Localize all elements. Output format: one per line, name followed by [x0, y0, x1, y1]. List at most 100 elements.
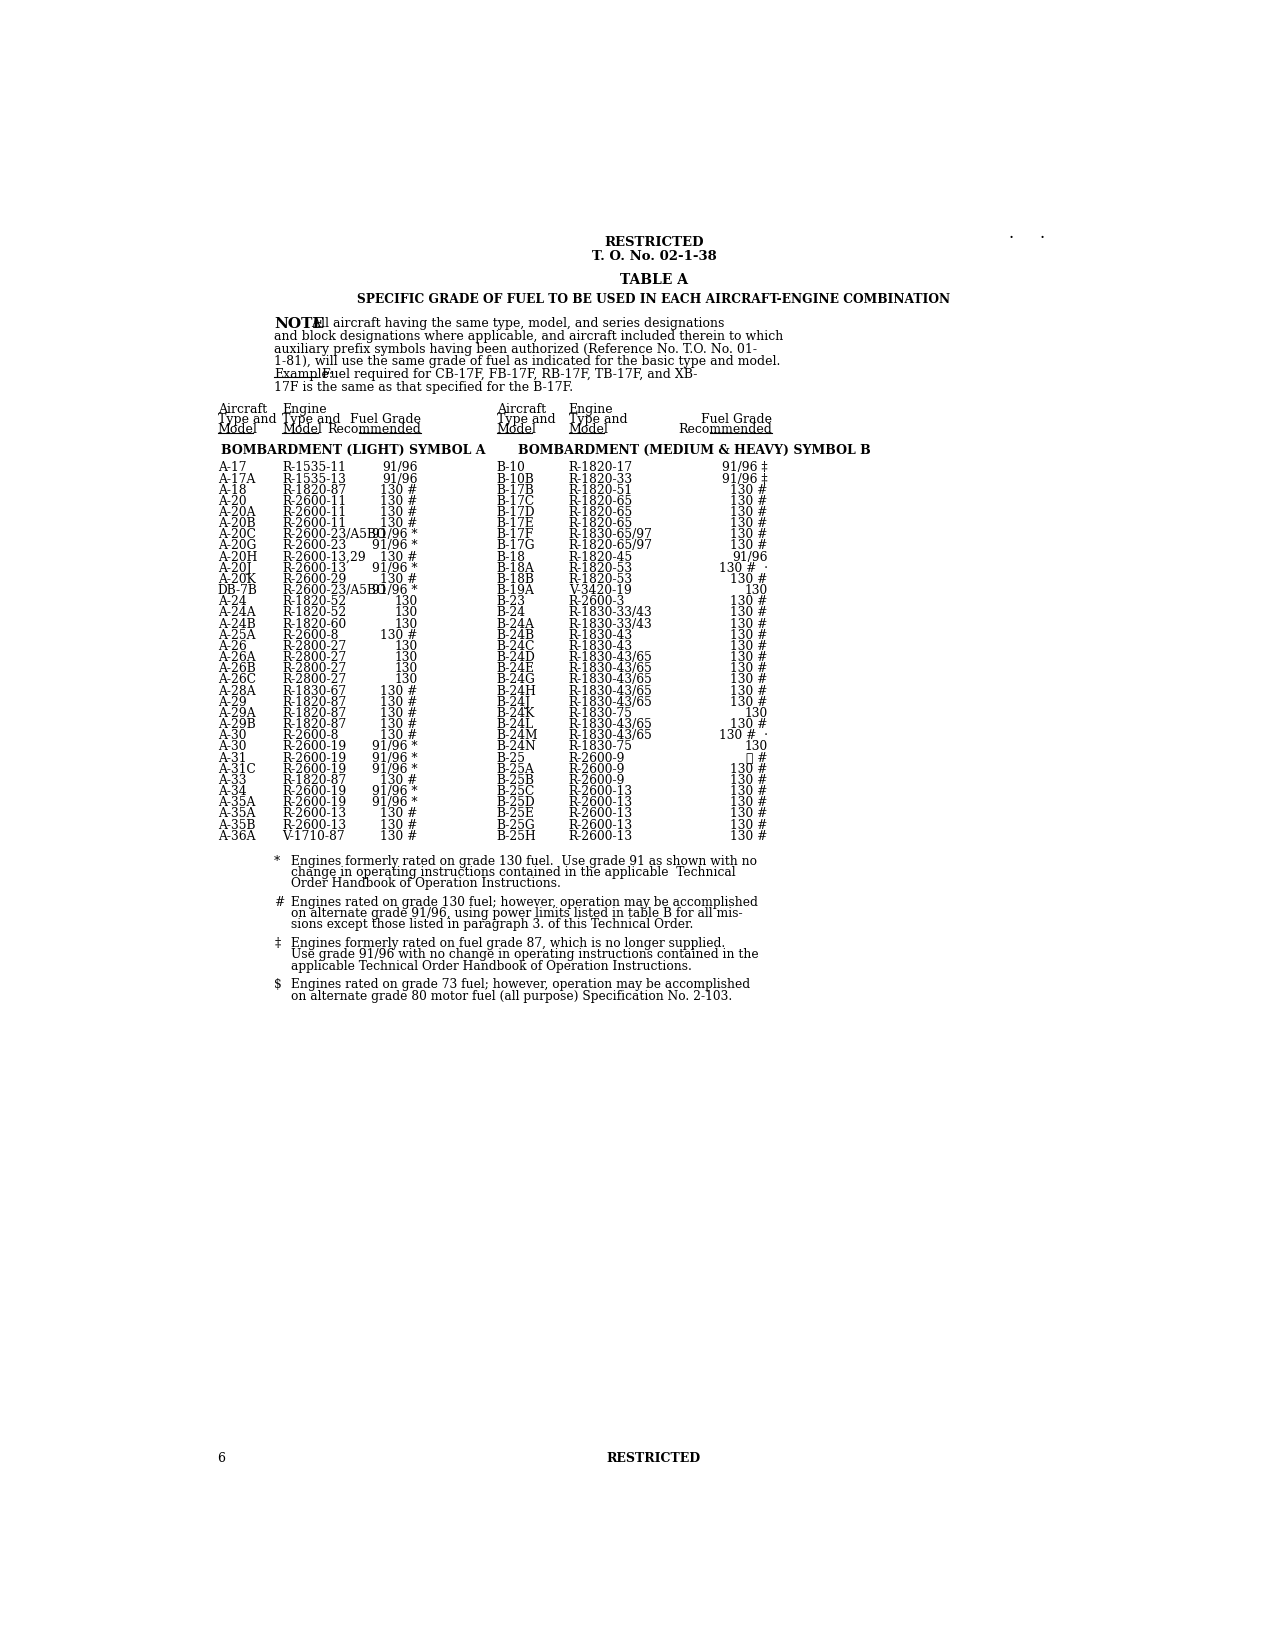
Text: R-1830-33/43: R-1830-33/43 — [569, 607, 652, 619]
Text: B-25G: B-25G — [496, 818, 536, 832]
Text: Type and: Type and — [569, 412, 628, 426]
Text: Model: Model — [218, 422, 258, 436]
Text: ‡: ‡ — [274, 937, 281, 950]
Text: R-1820-87: R-1820-87 — [282, 483, 346, 497]
Text: A-18: A-18 — [218, 483, 246, 497]
Text: 130 #: 130 # — [730, 528, 768, 541]
Text: Recommended: Recommended — [678, 422, 772, 436]
Text: B-10B: B-10B — [496, 472, 535, 485]
Text: TABLE A: TABLE A — [620, 274, 688, 287]
Text: Engines rated on grade 130 fuel; however, operation may be accomplished: Engines rated on grade 130 fuel; however… — [291, 896, 758, 909]
Text: R-1820-53: R-1820-53 — [569, 561, 633, 574]
Text: A-29A: A-29A — [218, 706, 255, 719]
Text: R-1830-43/65: R-1830-43/65 — [569, 652, 652, 665]
Text: 130 #: 130 # — [380, 706, 417, 719]
Text: R-2600-19: R-2600-19 — [282, 762, 346, 776]
Text: 130: 130 — [745, 741, 768, 754]
Text: R-1830-43: R-1830-43 — [569, 640, 633, 653]
Text: B-25D: B-25D — [496, 797, 536, 808]
Text: Model: Model — [569, 422, 609, 436]
Text: 130 #: 130 # — [730, 495, 768, 508]
Text: Aircraft: Aircraft — [496, 403, 546, 416]
Text: R-1820-65/97: R-1820-65/97 — [569, 540, 653, 553]
Text: 130 #: 130 # — [730, 617, 768, 630]
Text: 17F is the same as that specified for the B-17F.: 17F is the same as that specified for th… — [274, 381, 573, 394]
Text: B-24H: B-24H — [496, 685, 536, 698]
Text: R-2600-23: R-2600-23 — [282, 540, 346, 553]
Text: B-17D: B-17D — [496, 507, 535, 520]
Text: 130: 130 — [745, 584, 768, 597]
Text: A-20: A-20 — [218, 495, 246, 508]
Text: A-20A: A-20A — [218, 507, 255, 520]
Text: R-2600-29: R-2600-29 — [282, 573, 346, 586]
Text: Type and: Type and — [282, 412, 341, 426]
Text: R-1830-43/65: R-1830-43/65 — [569, 673, 652, 686]
Text: 130 #: 130 # — [380, 685, 417, 698]
Text: R-1820-87: R-1820-87 — [282, 706, 346, 719]
Text: Engines formerly rated on grade 130 fuel.  Use grade 91 as shown with no: Engines formerly rated on grade 130 fuel… — [291, 855, 757, 868]
Text: 130: 130 — [745, 706, 768, 719]
Text: A-35A: A-35A — [218, 797, 255, 808]
Text: A-26A: A-26A — [218, 652, 255, 665]
Text: 91/96 *: 91/96 * — [371, 752, 417, 764]
Text: 130 #: 130 # — [380, 696, 417, 710]
Text: B-17E: B-17E — [496, 516, 535, 530]
Text: ·: · — [1008, 231, 1013, 248]
Text: R-2600-8: R-2600-8 — [282, 729, 338, 742]
Text: Use grade 91/96 with no change in operating instructions contained in the: Use grade 91/96 with no change in operat… — [291, 949, 759, 962]
Text: R-2600-11: R-2600-11 — [282, 516, 346, 530]
Text: A-20B: A-20B — [218, 516, 255, 530]
Text: B-24A: B-24A — [496, 617, 535, 630]
Text: 130 #: 130 # — [730, 629, 768, 642]
Text: R-1830-43/65: R-1830-43/65 — [569, 729, 652, 742]
Text: auxiliary prefix symbols having been authorized (Reference No. T.O. No. 01-: auxiliary prefix symbols having been aut… — [274, 343, 757, 356]
Text: Aircraft: Aircraft — [218, 403, 267, 416]
Text: A-30: A-30 — [218, 729, 246, 742]
Text: R-1830-43/65: R-1830-43/65 — [569, 662, 652, 675]
Text: Engine: Engine — [282, 403, 327, 416]
Text: A-35A: A-35A — [218, 807, 255, 820]
Text: A-31C: A-31C — [218, 762, 255, 776]
Text: 130 #: 130 # — [380, 573, 417, 586]
Text: A-20K: A-20K — [218, 573, 255, 586]
Text: V-3420-19: V-3420-19 — [569, 584, 632, 597]
Text: on alternate grade 80 motor fuel (all purpose) Specification No. 2-103.: on alternate grade 80 motor fuel (all pu… — [291, 990, 732, 1003]
Text: 130 #: 130 # — [730, 818, 768, 832]
Text: 130 #: 130 # — [380, 495, 417, 508]
Text: B-25: B-25 — [496, 752, 526, 764]
Text: R-2600-13: R-2600-13 — [569, 797, 633, 808]
Text: R-1820-87: R-1820-87 — [282, 774, 346, 787]
Text: A-24: A-24 — [218, 596, 246, 609]
Text: B-25B: B-25B — [496, 774, 535, 787]
Text: R-1820-87: R-1820-87 — [282, 718, 346, 731]
Text: A-31: A-31 — [218, 752, 246, 764]
Text: A-34: A-34 — [218, 785, 246, 799]
Text: R-2600-11: R-2600-11 — [282, 495, 346, 508]
Text: 130: 130 — [394, 596, 417, 609]
Text: R-2600-13: R-2600-13 — [569, 830, 633, 843]
Text: B-24N: B-24N — [496, 741, 536, 754]
Text: Engine: Engine — [569, 403, 614, 416]
Text: R-2600-8: R-2600-8 — [282, 629, 338, 642]
Text: R-1820-17: R-1820-17 — [569, 462, 633, 474]
Text: 130 #: 130 # — [730, 596, 768, 609]
Text: 130 #: 130 # — [730, 673, 768, 686]
Text: 1-81), will use the same grade of fuel as indicated for the basic type and model: 1-81), will use the same grade of fuel a… — [274, 355, 781, 368]
Text: B-24E: B-24E — [496, 662, 535, 675]
Text: R-2600-13: R-2600-13 — [569, 807, 633, 820]
Text: B-24L: B-24L — [496, 718, 533, 731]
Text: R-1830-65/97: R-1830-65/97 — [569, 528, 652, 541]
Text: B-24G: B-24G — [496, 673, 536, 686]
Text: B-25A: B-25A — [496, 762, 535, 776]
Text: RESTRICTED: RESTRICTED — [605, 236, 703, 249]
Text: *: * — [274, 855, 281, 868]
Text: 91/96 *: 91/96 * — [371, 540, 417, 553]
Text: 130 #: 130 # — [730, 718, 768, 731]
Text: 130 #: 130 # — [730, 685, 768, 698]
Text: B-24B: B-24B — [496, 629, 535, 642]
Text: A-25A: A-25A — [218, 629, 255, 642]
Text: A-20G: A-20G — [218, 540, 256, 553]
Text: R-2600-13: R-2600-13 — [569, 785, 633, 799]
Text: 91/96 *: 91/96 * — [371, 741, 417, 754]
Text: R-1830-75: R-1830-75 — [569, 706, 633, 719]
